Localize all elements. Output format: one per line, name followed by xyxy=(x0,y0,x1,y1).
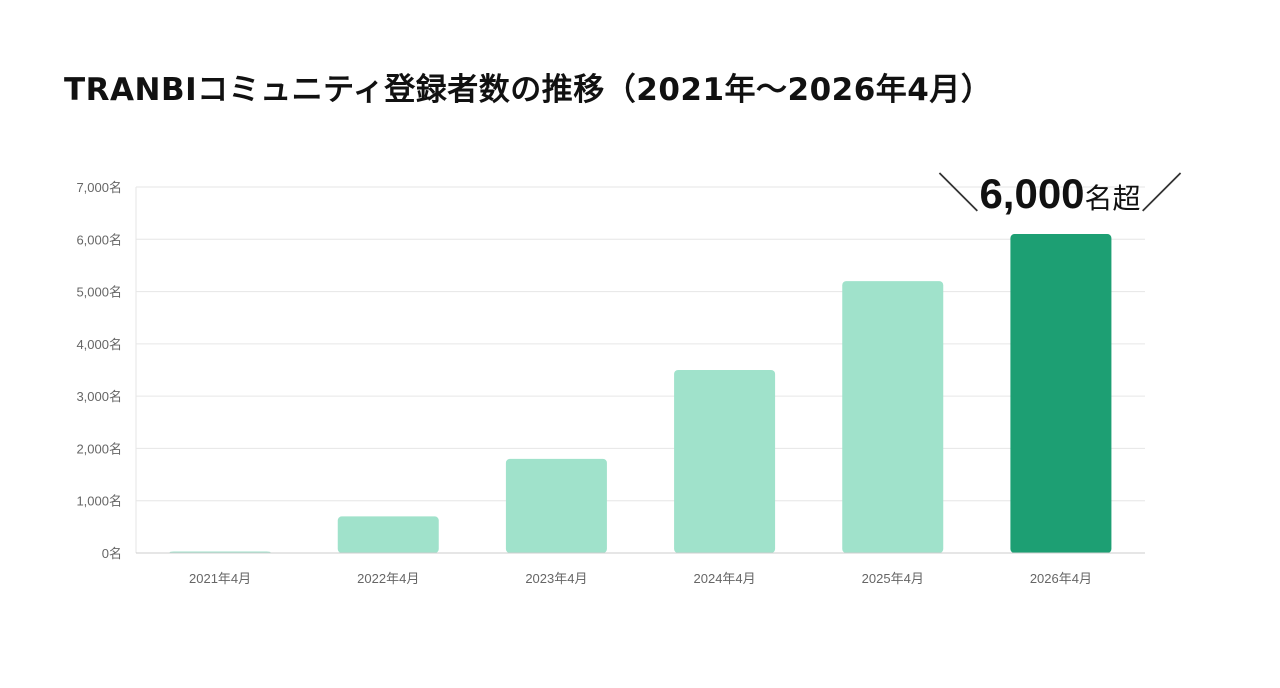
callout-left-mark: ＼ xyxy=(937,169,980,218)
bar xyxy=(1010,234,1112,554)
y-tick-label: 4,000名 xyxy=(76,337,122,352)
highlight-callout: ＼6,000名超／ xyxy=(900,160,1220,221)
y-tick-label: 6,000名 xyxy=(76,232,122,247)
y-tick-label: 1,000名 xyxy=(76,494,122,509)
page-title: TRANBIコミュニティ登録者数の推移（2021年〜2026年4月） xyxy=(64,72,993,108)
y-tick-label: 7,000名 xyxy=(76,180,122,195)
callout-right-mark: ／ xyxy=(1140,169,1183,218)
x-tick-label: 2024年4月 xyxy=(694,571,756,586)
bar xyxy=(674,370,776,553)
y-tick-label: 2,000名 xyxy=(76,441,122,456)
y-tick-label: 5,000名 xyxy=(76,285,122,300)
x-tick-label: 2023年4月 xyxy=(525,571,587,586)
x-tick-label: 2026年4月 xyxy=(1030,571,1092,586)
y-tick-label: 3,000名 xyxy=(76,389,122,404)
x-tick-label: 2025年4月 xyxy=(862,571,924,586)
y-tick-label: 0名 xyxy=(102,546,122,561)
bar xyxy=(842,281,944,553)
x-tick-label: 2022年4月 xyxy=(357,571,419,586)
callout-suffix: 名超 xyxy=(1084,182,1141,215)
callout-number: 6,000 xyxy=(979,170,1085,217)
x-tick-label: 2021年4月 xyxy=(189,571,251,586)
bar xyxy=(337,516,439,553)
bar xyxy=(505,458,607,553)
